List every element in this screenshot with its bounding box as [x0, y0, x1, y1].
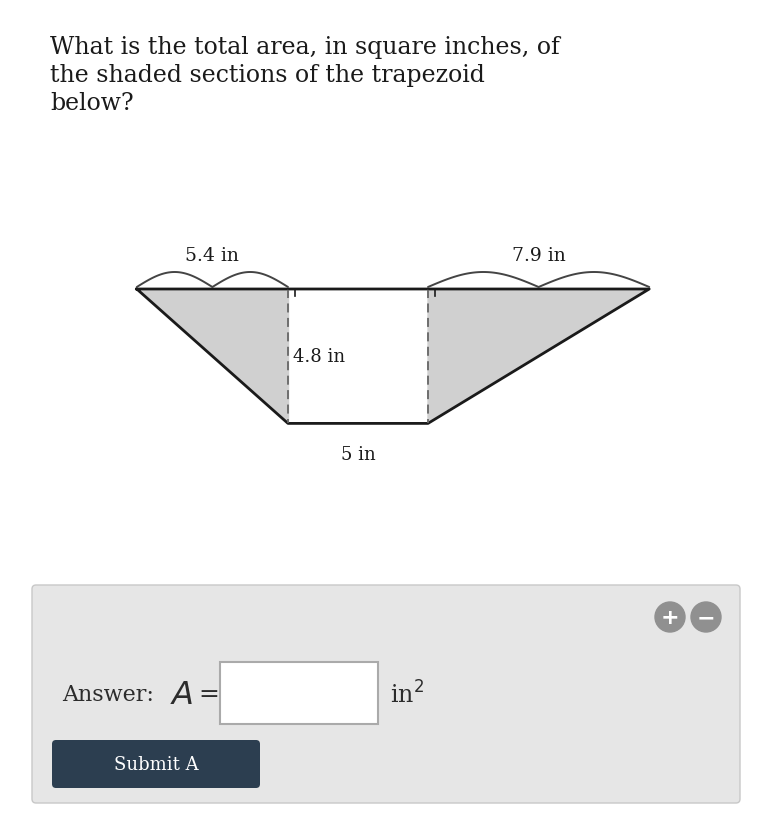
Text: in$^{2}$: in$^{2}$ — [390, 681, 424, 708]
Text: the shaded sections of the trapezoid: the shaded sections of the trapezoid — [50, 64, 485, 87]
Text: Submit A: Submit A — [113, 755, 198, 773]
Text: −: − — [696, 607, 716, 627]
FancyBboxPatch shape — [52, 740, 260, 788]
Text: 4.8 in: 4.8 in — [293, 348, 345, 366]
Text: below?: below? — [50, 92, 134, 115]
Text: Answer:: Answer: — [62, 683, 154, 705]
Polygon shape — [137, 289, 288, 424]
Text: +: + — [661, 607, 679, 627]
Text: 7.9 in: 7.9 in — [512, 246, 565, 265]
Polygon shape — [428, 289, 649, 424]
Text: =: = — [198, 682, 219, 705]
Text: 5.4 in: 5.4 in — [185, 246, 239, 265]
FancyBboxPatch shape — [32, 586, 740, 803]
FancyBboxPatch shape — [220, 662, 378, 724]
Text: $\mathit{A}$: $\mathit{A}$ — [170, 680, 194, 710]
Text: What is the total area, in square inches, of: What is the total area, in square inches… — [50, 36, 560, 59]
Circle shape — [691, 602, 721, 632]
Circle shape — [655, 602, 685, 632]
Text: 5 in: 5 in — [340, 446, 375, 464]
